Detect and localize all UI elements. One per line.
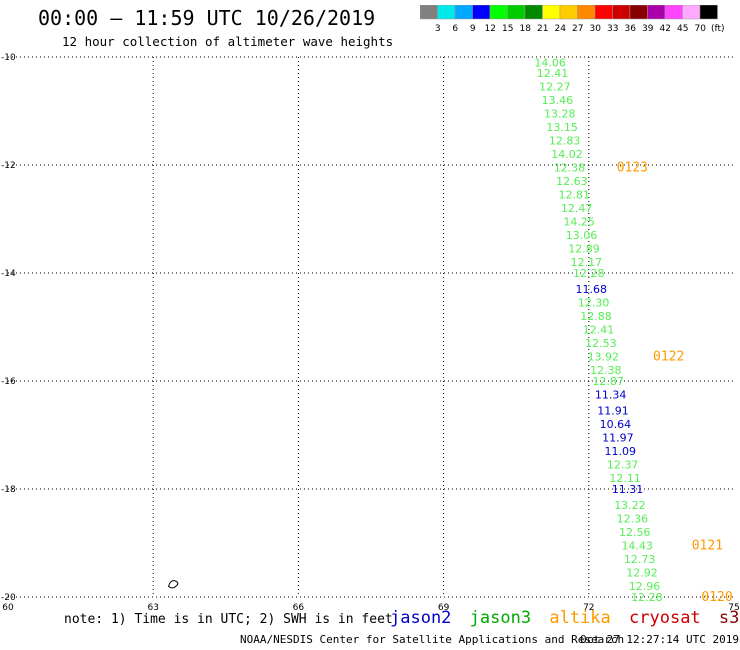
satellite-cryosat: cryosat: [629, 608, 701, 628]
wave-height-point: 12.56: [619, 526, 651, 539]
wave-height-point: 11.68: [575, 283, 607, 296]
wave-height-point: 12.96: [629, 580, 661, 593]
y-tick-label: -14: [1, 269, 16, 279]
legend-label: 36: [625, 24, 637, 34]
wave-height-point: 13.28: [544, 108, 576, 121]
x-tick-label: 60: [2, 603, 14, 613]
wave-height-point: 12.63: [556, 175, 588, 188]
color-swatch: [699, 5, 718, 20]
wave-height-point: 12.41: [583, 324, 615, 337]
wave-height-point: 12.88: [580, 310, 612, 323]
island-outline: [167, 580, 179, 589]
wave-height-point: 14.43: [621, 540, 653, 553]
generated-timestamp: Oct 27 12:27:14 UTC 2019: [580, 633, 739, 646]
wave-height-point: 11.09: [605, 445, 637, 458]
legend-label: 3: [435, 24, 441, 34]
x-tick-label: 63: [147, 603, 158, 613]
satellite-jason2: jason2: [390, 608, 452, 628]
x-tick-label: 75: [728, 603, 739, 613]
wave-height-point: 12.37: [607, 459, 639, 472]
wave-height-point: 11.91: [597, 405, 629, 418]
legend-label: 21: [537, 24, 548, 34]
wave-height-point: 12.30: [578, 297, 610, 310]
y-tick-label: -10: [1, 53, 16, 63]
legend-label: 24: [555, 24, 567, 34]
wave-height-point: 10.64: [600, 418, 632, 431]
wave-height-point: 14.06: [534, 56, 566, 69]
y-tick-label: -18: [1, 485, 16, 495]
wave-height-point: 13.15: [546, 121, 578, 134]
legend-label: 15: [502, 24, 513, 34]
time-label: 0122: [653, 350, 684, 365]
wave-height-point: 12.53: [585, 337, 617, 350]
time-label: 0121: [692, 539, 723, 554]
wave-height-point: 12.41: [537, 67, 569, 80]
legend-label: 12: [485, 24, 496, 34]
wave-height-point: 12.73: [624, 553, 656, 566]
satellite-s3a: s3a: [718, 608, 740, 628]
wave-height-point: 12.81: [559, 189, 591, 202]
wave-height-point: 13.06: [566, 229, 598, 242]
satellite-jason3: jason3: [469, 608, 532, 628]
wave-height-point: 11.34: [595, 389, 627, 402]
wave-height-point: 13.22: [614, 499, 646, 512]
wave-height-point: 12.87: [592, 375, 624, 388]
legend-label: 33: [607, 24, 618, 34]
wave-height-point: 12.92: [626, 567, 658, 580]
page-title: 00:00 – 11:59 UTC 10/26/2019: [38, 6, 376, 30]
wave-height-point: 14.02: [551, 148, 583, 161]
legend-label: 27: [572, 24, 583, 34]
wave-height-point: 12.28: [573, 267, 605, 280]
wave-height-point: 12.83: [549, 135, 581, 148]
wave-height-point: 11.97: [602, 432, 634, 445]
legend-label: 9: [470, 24, 476, 34]
time-label: 0120: [701, 590, 732, 605]
legend-label: 18: [520, 24, 532, 34]
y-tick-label: -16: [1, 377, 16, 387]
wave-height-point: 12.36: [617, 513, 649, 526]
wave-height-point: 13.46: [542, 94, 574, 107]
wave-height-point: 12.38: [590, 364, 622, 377]
legend-label: 70: [695, 24, 707, 34]
wave-height-point: 11.31: [612, 483, 644, 496]
legend-label: 30: [590, 24, 602, 34]
wave-height-point: 12.47: [561, 202, 593, 215]
wave-height-point: 13.92: [588, 351, 620, 364]
time-label: 0123: [617, 161, 648, 176]
legend-label: 45: [677, 24, 688, 34]
footer-note: note: 1) Time is in UTC; 2) SWH is in fe…: [64, 612, 393, 627]
legend-label: 6: [452, 24, 458, 34]
legend-label: 42: [660, 24, 671, 34]
x-tick-label: 69: [438, 603, 450, 613]
wave-height-point: 12.38: [554, 162, 586, 175]
wave-height-point: 14.25: [563, 216, 595, 229]
credit-text: NOAA/NESDIS Center for Satellite Applica…: [240, 633, 625, 646]
legend-label: 39: [642, 24, 654, 34]
wave-height-point: 12.11: [609, 472, 641, 485]
x-tick-label: 72: [583, 603, 594, 613]
y-tick-label: -20: [1, 593, 16, 603]
wave-height-point: 12.27: [539, 81, 571, 94]
legend-label: (ft): [711, 24, 725, 34]
y-tick-label: -12: [1, 161, 16, 171]
color-legend: 3 6 9 12 15 18 21 24 27 30 33 36 39 42 45 70 (ft): [420, 5, 725, 34]
page-subtitle: 12 hour collection of altimeter wave hei…: [62, 34, 394, 49]
satellite-legend: jason2 jason3 altika cryosat s3a: [390, 608, 740, 628]
wave-height-point: 12.89: [568, 243, 600, 256]
x-tick-label: 66: [293, 603, 305, 613]
wave-height-point: 12.28: [631, 591, 663, 604]
satellite-altika: altika: [549, 608, 611, 628]
wave-height-point: 12.17: [571, 256, 603, 269]
